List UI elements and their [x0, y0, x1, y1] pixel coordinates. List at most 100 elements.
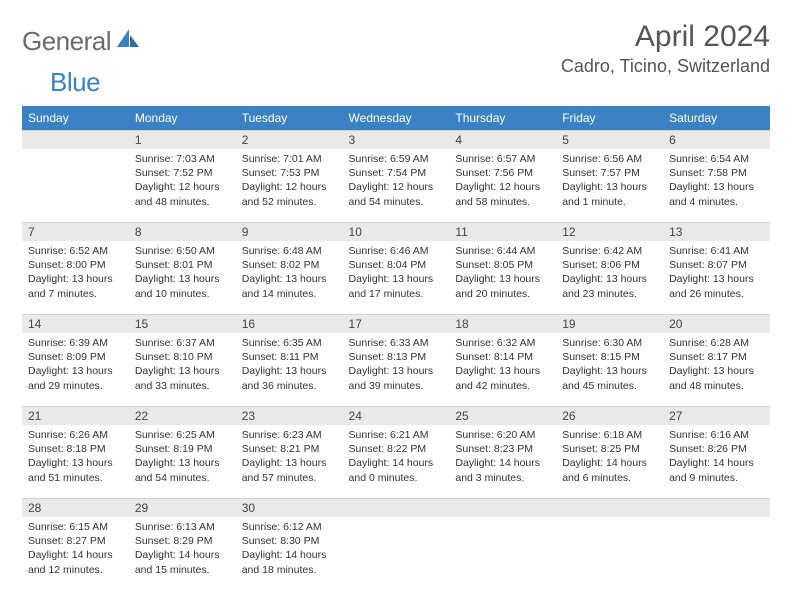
day-header: Tuesday	[236, 106, 343, 130]
daylight-line: Daylight: 13 hours and 48 minutes.	[669, 364, 764, 392]
daylight-line: Daylight: 14 hours and 18 minutes.	[242, 548, 337, 576]
logo-sail-icon	[115, 27, 141, 54]
sunrise-line: Sunrise: 6:48 AM	[242, 244, 337, 258]
cell-details: Sunrise: 6:30 AMSunset: 8:15 PMDaylight:…	[556, 333, 663, 398]
sunset-line: Sunset: 8:07 PM	[669, 258, 764, 272]
daylight-line: Daylight: 12 hours and 54 minutes.	[349, 180, 444, 208]
daylight-line: Daylight: 13 hours and 42 minutes.	[455, 364, 550, 392]
sunrise-line: Sunrise: 6:41 AM	[669, 244, 764, 258]
calendar-cell	[449, 498, 556, 590]
daylight-line: Daylight: 13 hours and 17 minutes.	[349, 272, 444, 300]
sunset-line: Sunset: 8:30 PM	[242, 534, 337, 548]
cell-details: Sunrise: 6:33 AMSunset: 8:13 PMDaylight:…	[343, 333, 450, 398]
calendar-body: 1Sunrise: 7:03 AMSunset: 7:52 PMDaylight…	[22, 130, 770, 590]
calendar-cell: 5Sunrise: 6:56 AMSunset: 7:57 PMDaylight…	[556, 130, 663, 222]
day-number: 25	[449, 406, 556, 425]
calendar-cell: 7Sunrise: 6:52 AMSunset: 8:00 PMDaylight…	[22, 222, 129, 314]
daylight-line: Daylight: 14 hours and 6 minutes.	[562, 456, 657, 484]
calendar-header: SundayMondayTuesdayWednesdayThursdayFrid…	[22, 106, 770, 130]
cell-details: Sunrise: 7:03 AMSunset: 7:52 PMDaylight:…	[129, 149, 236, 214]
sunset-line: Sunset: 8:27 PM	[28, 534, 123, 548]
sunrise-line: Sunrise: 7:01 AM	[242, 152, 337, 166]
day-number: 7	[22, 222, 129, 241]
day-number	[449, 498, 556, 517]
sunset-line: Sunset: 8:06 PM	[562, 258, 657, 272]
cell-details: Sunrise: 6:21 AMSunset: 8:22 PMDaylight:…	[343, 425, 450, 490]
sunset-line: Sunset: 8:10 PM	[135, 350, 230, 364]
calendar-cell: 6Sunrise: 6:54 AMSunset: 7:58 PMDaylight…	[663, 130, 770, 222]
daylight-line: Daylight: 13 hours and 1 minute.	[562, 180, 657, 208]
sunrise-line: Sunrise: 6:54 AM	[669, 152, 764, 166]
day-number: 1	[129, 130, 236, 149]
sunset-line: Sunset: 8:00 PM	[28, 258, 123, 272]
calendar-cell: 20Sunrise: 6:28 AMSunset: 8:17 PMDayligh…	[663, 314, 770, 406]
cell-details: Sunrise: 6:56 AMSunset: 7:57 PMDaylight:…	[556, 149, 663, 214]
sunrise-line: Sunrise: 6:46 AM	[349, 244, 444, 258]
sunset-line: Sunset: 7:58 PM	[669, 166, 764, 180]
day-header: Thursday	[449, 106, 556, 130]
sunset-line: Sunset: 8:22 PM	[349, 442, 444, 456]
cell-details: Sunrise: 6:44 AMSunset: 8:05 PMDaylight:…	[449, 241, 556, 306]
cell-details: Sunrise: 6:25 AMSunset: 8:19 PMDaylight:…	[129, 425, 236, 490]
sunrise-line: Sunrise: 6:18 AM	[562, 428, 657, 442]
sunset-line: Sunset: 7:56 PM	[455, 166, 550, 180]
sunrise-line: Sunrise: 6:57 AM	[455, 152, 550, 166]
sunset-line: Sunset: 8:11 PM	[242, 350, 337, 364]
calendar-cell: 29Sunrise: 6:13 AMSunset: 8:29 PMDayligh…	[129, 498, 236, 590]
calendar-cell: 23Sunrise: 6:23 AMSunset: 8:21 PMDayligh…	[236, 406, 343, 498]
day-number: 15	[129, 314, 236, 333]
calendar-cell: 27Sunrise: 6:16 AMSunset: 8:26 PMDayligh…	[663, 406, 770, 498]
sunrise-line: Sunrise: 6:12 AM	[242, 520, 337, 534]
daylight-line: Daylight: 12 hours and 58 minutes.	[455, 180, 550, 208]
sunset-line: Sunset: 7:52 PM	[135, 166, 230, 180]
calendar-cell	[22, 130, 129, 222]
day-number: 3	[343, 130, 450, 149]
sunrise-line: Sunrise: 6:44 AM	[455, 244, 550, 258]
day-number: 22	[129, 406, 236, 425]
cell-details: Sunrise: 6:39 AMSunset: 8:09 PMDaylight:…	[22, 333, 129, 398]
sunset-line: Sunset: 8:17 PM	[669, 350, 764, 364]
daylight-line: Daylight: 13 hours and 51 minutes.	[28, 456, 123, 484]
calendar-cell: 10Sunrise: 6:46 AMSunset: 8:04 PMDayligh…	[343, 222, 450, 314]
cell-details: Sunrise: 6:50 AMSunset: 8:01 PMDaylight:…	[129, 241, 236, 306]
calendar-cell: 28Sunrise: 6:15 AMSunset: 8:27 PMDayligh…	[22, 498, 129, 590]
sunset-line: Sunset: 8:14 PM	[455, 350, 550, 364]
day-number: 27	[663, 406, 770, 425]
daylight-line: Daylight: 14 hours and 12 minutes.	[28, 548, 123, 576]
cell-details: Sunrise: 6:37 AMSunset: 8:10 PMDaylight:…	[129, 333, 236, 398]
sunset-line: Sunset: 8:29 PM	[135, 534, 230, 548]
calendar-cell: 26Sunrise: 6:18 AMSunset: 8:25 PMDayligh…	[556, 406, 663, 498]
daylight-line: Daylight: 13 hours and 39 minutes.	[349, 364, 444, 392]
logo: General	[22, 20, 143, 57]
daylight-line: Daylight: 13 hours and 57 minutes.	[242, 456, 337, 484]
cell-details: Sunrise: 6:20 AMSunset: 8:23 PMDaylight:…	[449, 425, 556, 490]
day-number: 30	[236, 498, 343, 517]
day-number: 12	[556, 222, 663, 241]
daylight-line: Daylight: 13 hours and 14 minutes.	[242, 272, 337, 300]
day-number: 29	[129, 498, 236, 517]
cell-details: Sunrise: 6:41 AMSunset: 8:07 PMDaylight:…	[663, 241, 770, 306]
calendar-week-row: 28Sunrise: 6:15 AMSunset: 8:27 PMDayligh…	[22, 498, 770, 590]
sunset-line: Sunset: 8:09 PM	[28, 350, 123, 364]
cell-details: Sunrise: 6:13 AMSunset: 8:29 PMDaylight:…	[129, 517, 236, 582]
cell-details: Sunrise: 7:01 AMSunset: 7:53 PMDaylight:…	[236, 149, 343, 214]
cell-details: Sunrise: 6:46 AMSunset: 8:04 PMDaylight:…	[343, 241, 450, 306]
sunrise-line: Sunrise: 6:33 AM	[349, 336, 444, 350]
daylight-line: Daylight: 13 hours and 26 minutes.	[669, 272, 764, 300]
sunset-line: Sunset: 8:01 PM	[135, 258, 230, 272]
sunrise-line: Sunrise: 6:35 AM	[242, 336, 337, 350]
cell-details: Sunrise: 6:23 AMSunset: 8:21 PMDaylight:…	[236, 425, 343, 490]
daylight-line: Daylight: 12 hours and 52 minutes.	[242, 180, 337, 208]
day-header: Wednesday	[343, 106, 450, 130]
day-header: Saturday	[663, 106, 770, 130]
sunrise-line: Sunrise: 6:26 AM	[28, 428, 123, 442]
sunrise-line: Sunrise: 6:16 AM	[669, 428, 764, 442]
calendar-cell	[556, 498, 663, 590]
day-number: 11	[449, 222, 556, 241]
sunrise-line: Sunrise: 6:13 AM	[135, 520, 230, 534]
daylight-line: Daylight: 13 hours and 29 minutes.	[28, 364, 123, 392]
calendar-cell: 19Sunrise: 6:30 AMSunset: 8:15 PMDayligh…	[556, 314, 663, 406]
sunset-line: Sunset: 8:26 PM	[669, 442, 764, 456]
sunset-line: Sunset: 8:02 PM	[242, 258, 337, 272]
calendar-week-row: 21Sunrise: 6:26 AMSunset: 8:18 PMDayligh…	[22, 406, 770, 498]
